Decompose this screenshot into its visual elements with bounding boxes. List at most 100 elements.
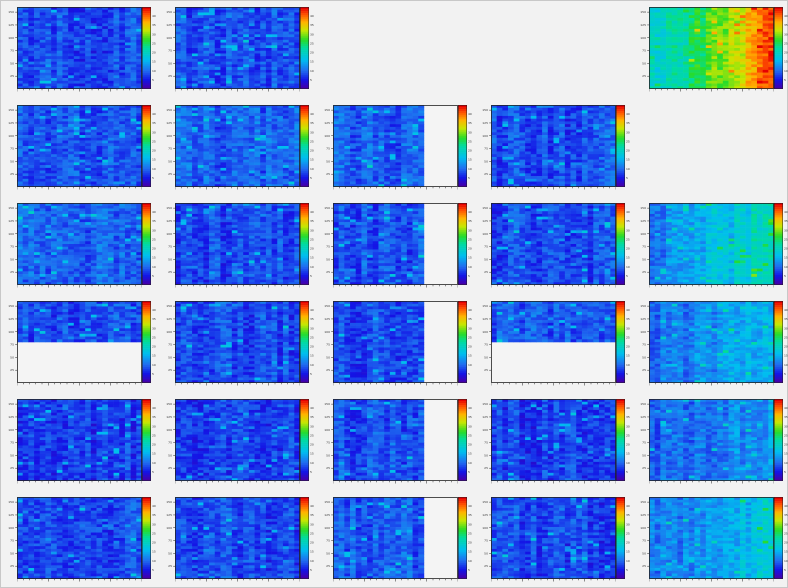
heatmap-cell xyxy=(28,167,35,171)
heatmap-cell xyxy=(85,156,92,160)
heatmap-cell xyxy=(700,17,707,21)
heatmap-cell xyxy=(62,75,69,79)
heatmap-cell xyxy=(530,176,537,180)
heatmap-cell xyxy=(79,9,86,13)
heatmap-cell xyxy=(17,48,23,52)
heatmap-cell xyxy=(90,80,97,84)
heatmap-cell xyxy=(102,7,109,11)
heatmap-cell xyxy=(237,143,244,147)
heatmap-cell xyxy=(688,80,695,84)
heatmap-cell xyxy=(756,75,763,79)
heatmap-cell xyxy=(90,146,97,150)
heatmap-cell xyxy=(688,37,695,41)
palette-band xyxy=(774,54,783,57)
heatmap-cell xyxy=(203,151,210,155)
heatmap-cell xyxy=(124,126,131,130)
heatmap-cell xyxy=(688,58,695,62)
heatmap-cell xyxy=(56,17,63,21)
heatmap-cell xyxy=(355,146,362,150)
heatmap-cell xyxy=(17,78,23,82)
heatmap-cell xyxy=(68,20,75,24)
palette-tick-label: 30 xyxy=(310,32,314,36)
heatmap-cell xyxy=(587,113,594,117)
heatmap-cell xyxy=(85,137,92,141)
heatmap-cell xyxy=(56,20,63,24)
heatmap-cell xyxy=(553,156,560,160)
heatmap-cell xyxy=(203,110,210,114)
heatmap-cell xyxy=(85,132,92,136)
heatmap-cell xyxy=(214,69,221,73)
heatmap-cell xyxy=(197,48,204,52)
heatmap-cell xyxy=(102,37,109,41)
heatmap-cell xyxy=(717,37,724,41)
heatmap-cell xyxy=(581,178,588,182)
heatmap-cell xyxy=(395,121,402,125)
heatmap-cell xyxy=(39,42,46,46)
heatmap-cell xyxy=(688,34,695,38)
palette-band xyxy=(458,107,467,110)
heatmap-cell xyxy=(45,107,52,111)
palette-band xyxy=(300,154,309,157)
heatmap-cell xyxy=(51,58,58,62)
heatmap-cell xyxy=(39,178,46,182)
heatmap-cell xyxy=(130,42,137,46)
heatmap-cell xyxy=(79,143,86,147)
heatmap-cell xyxy=(649,37,655,41)
heatmap-cell xyxy=(547,118,554,122)
heatmap-cell xyxy=(56,34,63,38)
heatmap-cell xyxy=(124,75,131,79)
heatmap-cell xyxy=(34,78,41,82)
heatmap-cell xyxy=(553,173,560,177)
heatmap-cell xyxy=(56,45,63,49)
heatmap-cell xyxy=(130,39,137,43)
heatmap-cell xyxy=(333,184,339,187)
heatmap-cell xyxy=(85,7,92,11)
heatmap-cell xyxy=(728,64,735,68)
heatmap-cell xyxy=(22,165,29,169)
heatmap-cell xyxy=(73,132,80,136)
heatmap-cell xyxy=(265,64,272,68)
heatmap-cell xyxy=(372,105,379,109)
heatmap-cell xyxy=(68,173,75,177)
heatmap-cell xyxy=(739,42,746,46)
heatmap-cell xyxy=(666,50,673,54)
heatmap-cell xyxy=(418,143,425,147)
heatmap-cell xyxy=(113,42,120,46)
heatmap-cell xyxy=(654,28,661,32)
heatmap-cell xyxy=(288,113,295,117)
heatmap-cell xyxy=(62,113,69,117)
heatmap-cell xyxy=(124,80,131,84)
palette-band xyxy=(300,41,309,45)
heatmap-cell xyxy=(728,39,735,43)
heatmap-cell xyxy=(367,135,374,139)
heatmap-cell xyxy=(384,115,391,119)
heatmap-cell xyxy=(192,78,199,82)
heatmap-cell xyxy=(197,165,204,169)
heatmap-cell xyxy=(214,129,221,133)
heatmap-cell xyxy=(130,64,137,68)
heatmap-cell xyxy=(186,140,193,144)
heatmap-cell xyxy=(277,118,284,122)
heatmap-cell xyxy=(344,170,351,174)
heatmap-cell xyxy=(107,83,114,87)
heatmap-cell xyxy=(271,72,278,76)
heatmap-cell xyxy=(502,143,509,147)
heatmap-cell xyxy=(102,83,109,87)
heatmap-cell xyxy=(85,167,92,171)
heatmap-cell xyxy=(73,80,80,84)
heatmap-cell xyxy=(231,156,238,160)
heatmap-cell xyxy=(237,170,244,174)
heatmap-cell xyxy=(496,118,503,122)
heatmap-cell xyxy=(96,58,103,62)
palette-band xyxy=(300,156,309,159)
heatmap-cell xyxy=(243,140,250,144)
heatmap-cell xyxy=(654,12,661,16)
heatmap-cell xyxy=(17,64,23,68)
heatmap-cell xyxy=(271,143,278,147)
heatmap-cell xyxy=(220,132,227,136)
heatmap-cell xyxy=(17,137,23,141)
heatmap-cell xyxy=(39,115,46,119)
heatmap-cell xyxy=(333,148,339,152)
heatmap-cell xyxy=(260,42,267,46)
